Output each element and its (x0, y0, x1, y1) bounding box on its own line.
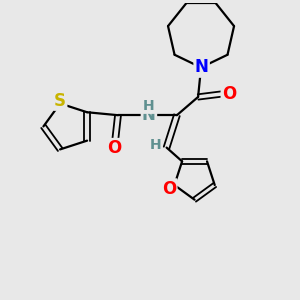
Text: S: S (54, 92, 66, 110)
Text: N: N (142, 106, 156, 124)
Text: H: H (143, 99, 155, 113)
Text: O: O (162, 180, 176, 198)
Text: O: O (107, 139, 122, 157)
Text: N: N (195, 58, 208, 76)
Text: O: O (222, 85, 236, 103)
Text: H: H (150, 138, 161, 152)
